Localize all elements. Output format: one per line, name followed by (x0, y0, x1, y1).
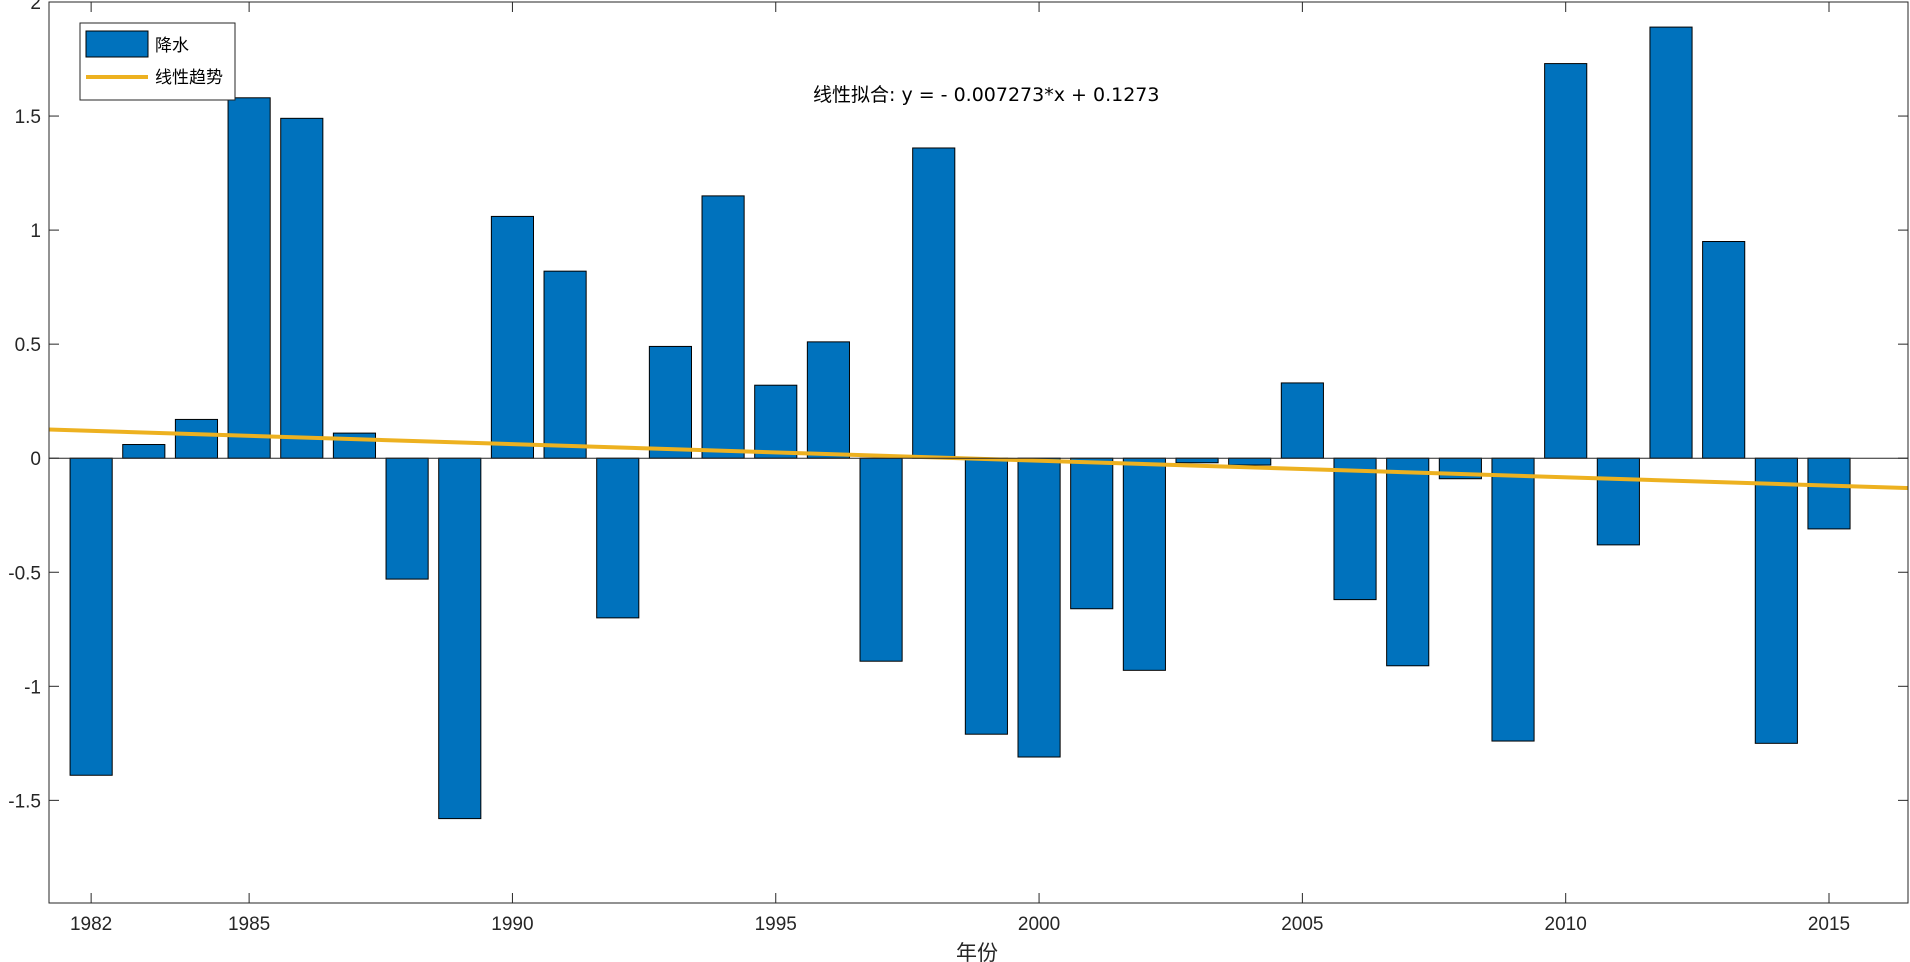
bar-2011 (1596, 457, 1640, 546)
bar-1990 (490, 215, 534, 459)
bar-1993 (648, 345, 692, 459)
bar-1998 (912, 147, 956, 459)
bar-2009 (1491, 457, 1535, 742)
bar-2013 (1702, 241, 1746, 459)
bar-2006 (1333, 457, 1377, 601)
y-tick-label: 2 (30, 0, 41, 14)
y-tick-label: 1 (30, 221, 41, 242)
x-axis-title: 年份 (956, 941, 998, 962)
bar-2003 (1175, 457, 1219, 464)
bar-1988 (385, 457, 429, 580)
legend-label-precip: 降水 (155, 36, 189, 56)
bar-1995 (754, 384, 798, 459)
bar-2000 (1017, 457, 1061, 758)
fit-annotation: 线性拟合: y = - 0.007273*x + 0.1273 (813, 84, 1159, 106)
bar-1999 (964, 457, 1008, 735)
bar-2004 (1228, 457, 1272, 466)
legend-swatch-precip (85, 30, 149, 58)
y-tick-label: 0 (30, 449, 41, 470)
x-tick-label: 2000 (1018, 914, 1060, 935)
x-tick-label: 1995 (755, 914, 797, 935)
bar-series (69, 26, 1851, 820)
bar-2001 (1070, 457, 1114, 610)
bar-1991 (543, 270, 587, 459)
x-tick-label: 1985 (228, 914, 270, 935)
bar-2012 (1649, 26, 1693, 459)
bar-1983 (122, 444, 166, 459)
bar-1985 (227, 97, 271, 459)
bar-2005 (1280, 382, 1324, 459)
bar-2014 (1754, 457, 1798, 744)
bar-2007 (1386, 457, 1430, 667)
x-tick-label: 2015 (1808, 914, 1850, 935)
y-tick-label: 0.5 (15, 335, 41, 356)
plot-frame (48, 1, 1909, 904)
bar-1982 (69, 457, 113, 776)
x-tick-label: 1990 (491, 914, 533, 935)
y-tick-label: -1.5 (8, 791, 41, 812)
legend-label-trend: 线性趋势 (155, 68, 223, 88)
bar-1994 (701, 195, 745, 459)
axes: -1.5 -1 -0.5 0 0.5 1 1.5 2 1982 1985 1990 1995 2000 2… (8, 0, 1909, 935)
bar-1997 (859, 457, 903, 662)
x-tick-label: 2010 (1545, 914, 1587, 935)
bar-2010 (1544, 63, 1588, 459)
trend-series (48, 427, 1909, 491)
legend: 降水 线性趋势 (79, 22, 236, 101)
y-tick-label: 1.5 (15, 107, 41, 128)
y-tick-label: -0.5 (8, 563, 41, 584)
bar-1984 (174, 418, 219, 459)
y-tick-label: -1 (24, 677, 41, 698)
x-tick-label: 2005 (1281, 914, 1323, 935)
trend-line (48, 427, 1909, 491)
bar-1992 (596, 457, 640, 619)
bar-1989 (438, 457, 482, 820)
x-tick-label: 1982 (70, 914, 112, 935)
bar-2002 (1122, 457, 1166, 671)
bar-1986 (280, 117, 324, 459)
bar-1996 (806, 341, 850, 459)
bar-2015 (1807, 457, 1851, 530)
